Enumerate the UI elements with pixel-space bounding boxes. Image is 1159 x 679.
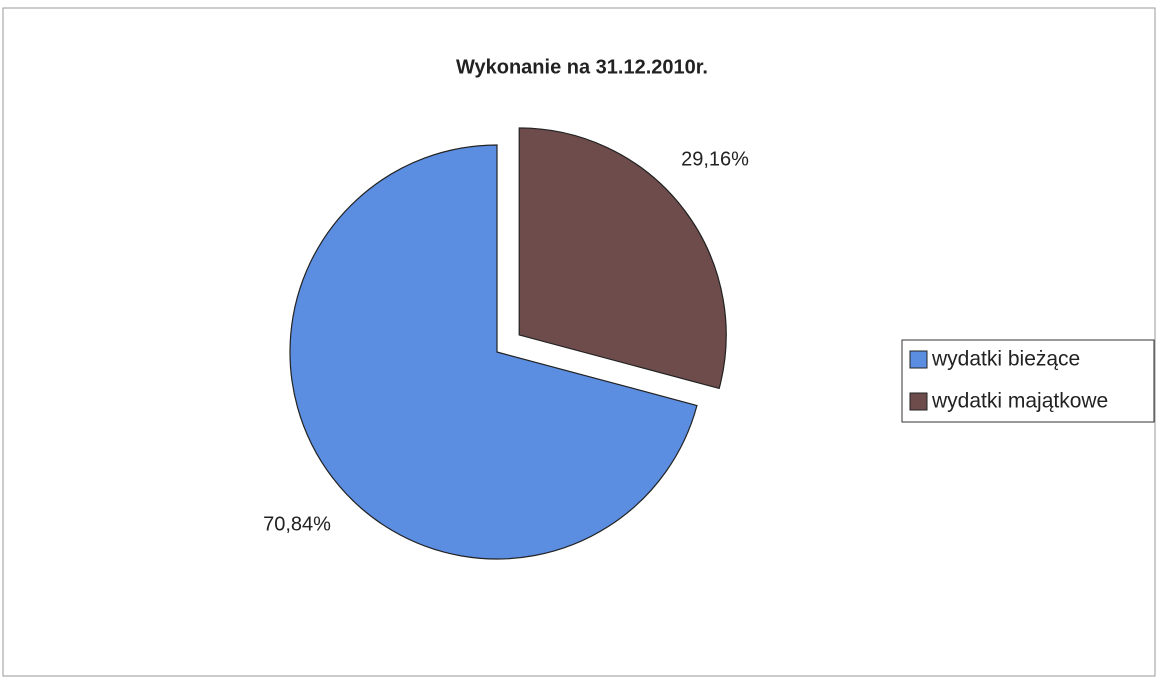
legend-box (901, 339, 1155, 423)
legend-swatch (909, 350, 928, 369)
data-label: 29,16% (681, 148, 749, 170)
data-label: 70,84% (263, 513, 331, 535)
pie-slice (518, 127, 727, 390)
legend-label: wydatki bieżące (931, 348, 1080, 371)
chart-title: Wykonanie na 31.12.2010r. (456, 56, 708, 78)
legend-label: wydatki majątkowe (931, 390, 1108, 413)
legend-swatch (909, 392, 928, 411)
pie-slice (289, 144, 698, 560)
